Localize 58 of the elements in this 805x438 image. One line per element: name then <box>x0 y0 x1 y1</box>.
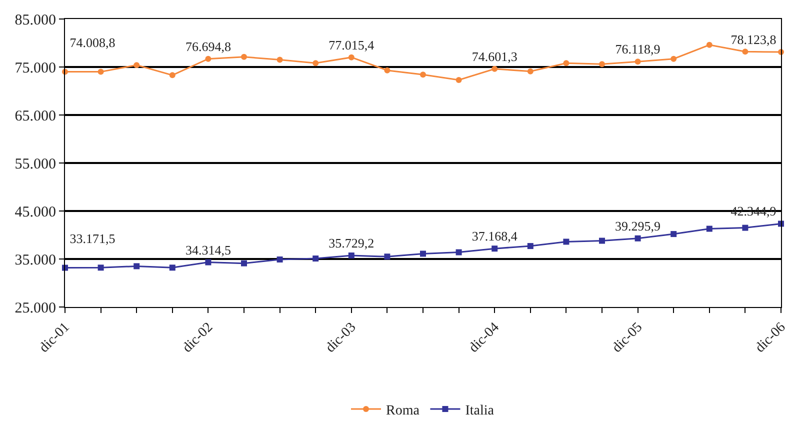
point <box>98 264 104 271</box>
data-label: 33.171,5 <box>70 230 116 246</box>
legend-label: Roma <box>386 403 420 418</box>
point <box>420 250 426 257</box>
point <box>563 60 570 66</box>
point <box>634 58 641 65</box>
data-label: 35.729,2 <box>328 236 374 250</box>
point <box>456 76 462 83</box>
point <box>527 243 534 250</box>
point <box>384 67 390 74</box>
y-tick-label: 55.000 <box>14 156 56 172</box>
point <box>169 72 176 78</box>
point <box>527 68 534 74</box>
point <box>599 238 605 244</box>
data-label: 39.295,9 <box>615 218 661 234</box>
point <box>670 56 677 62</box>
point <box>134 263 140 270</box>
y-tick-label: 85.000 <box>14 12 56 28</box>
data-label: 77.015,4 <box>328 37 375 52</box>
point <box>348 54 354 60</box>
point <box>563 238 570 245</box>
point <box>205 259 212 266</box>
point <box>634 235 641 242</box>
point <box>492 246 498 252</box>
data-label: 74.601,3 <box>472 48 518 64</box>
point <box>706 42 712 48</box>
point <box>420 72 426 78</box>
data-label: 76.118,9 <box>615 42 660 57</box>
y-tick-label: 25.000 <box>14 300 56 316</box>
data-label: 34.314,5 <box>185 242 231 258</box>
point <box>670 231 677 238</box>
point <box>742 224 748 231</box>
point <box>348 252 354 258</box>
point <box>169 264 176 271</box>
point <box>599 61 605 68</box>
point <box>98 68 104 75</box>
y-tick-label: 65.000 <box>14 108 56 124</box>
point <box>241 54 247 60</box>
point <box>706 226 712 232</box>
point <box>276 56 283 63</box>
point <box>134 62 140 68</box>
y-tick-label: 35.000 <box>14 252 56 268</box>
point <box>312 60 319 66</box>
point <box>312 256 319 262</box>
point <box>492 66 498 72</box>
y-tick-label: 45.000 <box>14 204 56 220</box>
legend-label: Italia <box>465 403 495 418</box>
point <box>205 56 212 62</box>
point <box>742 48 748 55</box>
data-label: 76.694,8 <box>185 38 231 54</box>
data-label: 74.008,8 <box>70 34 116 50</box>
point <box>456 249 462 256</box>
point <box>276 256 283 262</box>
data-label: 37.168,4 <box>472 228 518 244</box>
point <box>241 260 247 266</box>
data-label: 78.123,8 <box>730 32 776 48</box>
y-tick-label: 75.000 <box>14 60 56 76</box>
point <box>384 254 390 260</box>
